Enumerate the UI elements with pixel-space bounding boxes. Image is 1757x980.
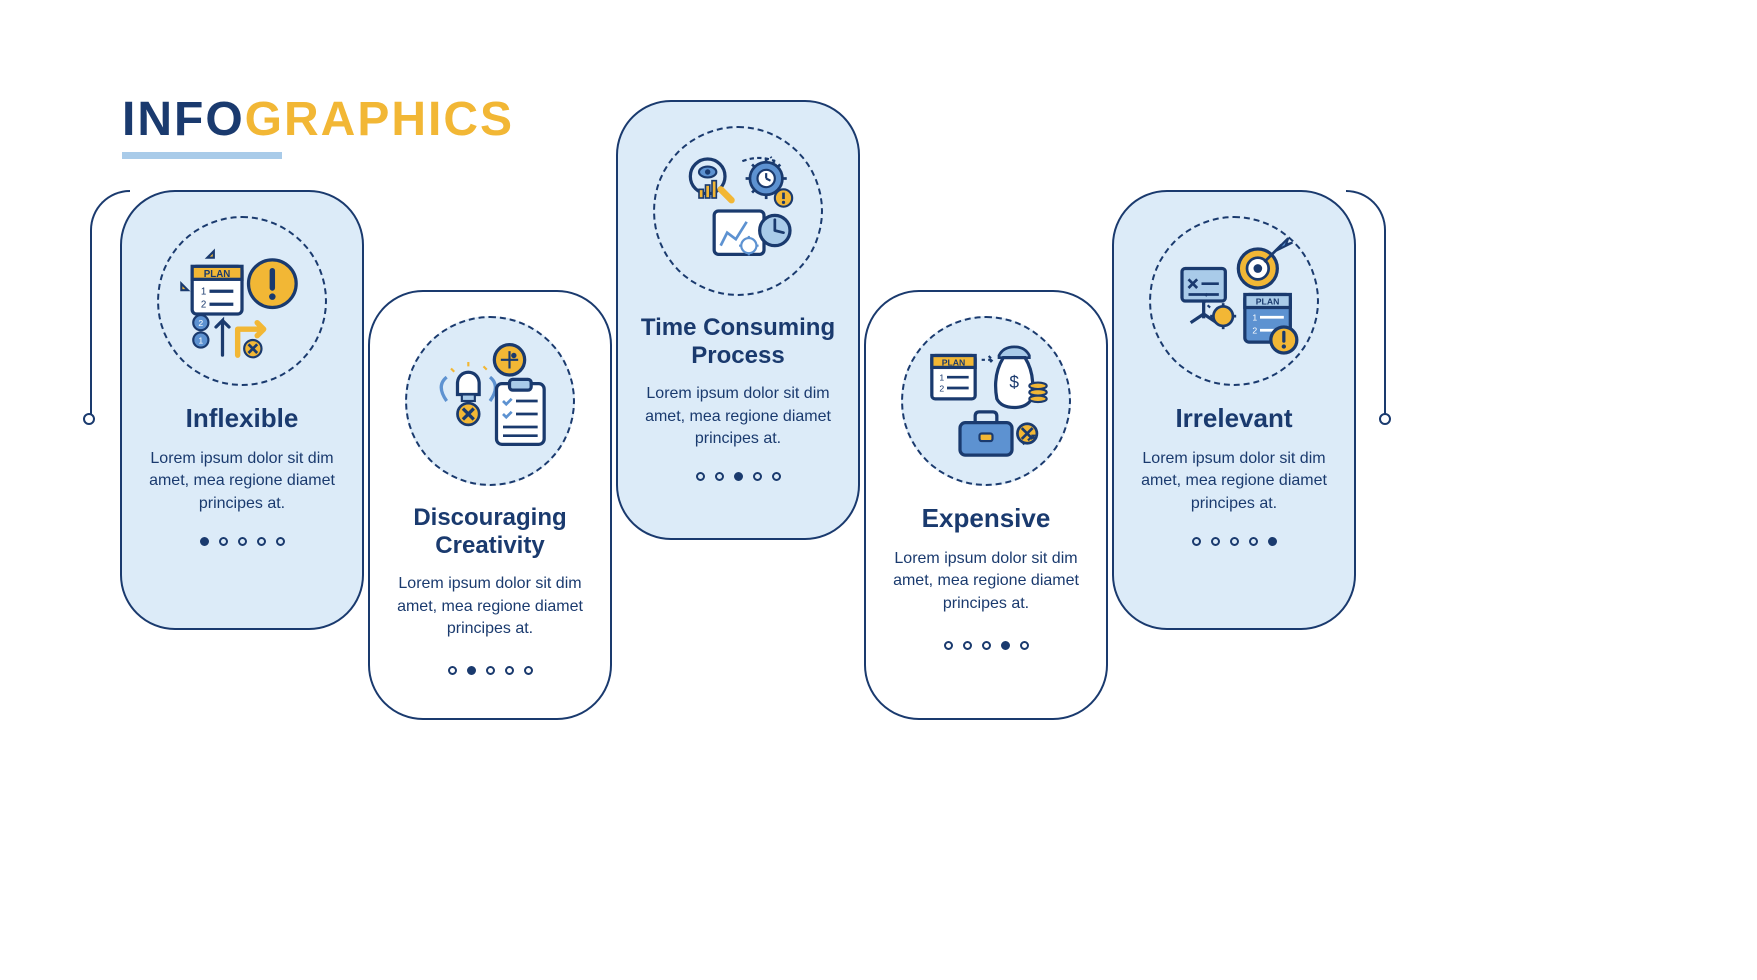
pager-dot [1020,641,1029,650]
svg-text:PLAN: PLAN [204,269,231,280]
card-title: Expensive [886,504,1086,534]
pager-dot [1001,641,1010,650]
bulb-clipboard-icon [405,316,575,486]
pager-dot [524,666,533,675]
pager-dot [715,472,724,481]
card-title: Time Consuming Process [638,314,838,369]
card-title: Inflexible [142,404,342,434]
pager-dot [1268,537,1277,546]
pager-dot [276,537,285,546]
pager-dot [944,641,953,650]
pager-dot [486,666,495,675]
target-plan-icon: PLAN 1 2 [1149,216,1319,386]
svg-text:2: 2 [201,300,206,311]
title-part-1: INFO [122,93,245,146]
svg-text:2: 2 [198,318,203,328]
magnify-gear-clock-icon [653,126,823,296]
connector-ring [1379,413,1391,425]
pager-dot [200,537,209,546]
pager-dots [390,666,590,675]
page-title: INFOGRAPHICS [122,92,514,147]
pager-dot [1192,537,1201,546]
pager-dot [982,641,991,650]
pager-dot [238,537,247,546]
svg-text:$: $ [1009,372,1019,392]
pager-dot [467,666,476,675]
card-body: Lorem ipsum dolor sit dim amet, mea regi… [142,448,342,515]
pager-dot [448,666,457,675]
plan-warning-icon: PLAN 1 2 1 2 [157,216,327,386]
svg-text:PLAN: PLAN [942,357,966,367]
pager-dot [753,472,762,481]
svg-text:1: 1 [201,287,206,298]
svg-text:2: 2 [939,383,944,393]
pager-dot [219,537,228,546]
svg-text:2: 2 [1252,326,1257,336]
pager-dot [963,641,972,650]
card-expensive: PLAN 1 2 $ Expensive Lorem ipsum dolor si… [864,290,1108,720]
svg-text:1: 1 [198,335,203,345]
pager-dots [638,472,838,481]
svg-text:PLAN: PLAN [1256,296,1280,306]
card-title: Irrelevant [1134,404,1334,434]
connector-ring [83,413,95,425]
pager-dot [696,472,705,481]
card-title: Discouraging Creativity [390,504,590,559]
money-briefcase-icon: PLAN 1 2 $ [901,316,1071,486]
pager-dots [886,641,1086,650]
pager-dots [1134,537,1334,546]
pager-dot [505,666,514,675]
card-body: Lorem ipsum dolor sit dim amet, mea regi… [390,573,590,640]
card-body: Lorem ipsum dolor sit dim amet, mea regi… [886,548,1086,615]
connector-arc [90,190,130,420]
title-underline [122,152,282,159]
pager-dot [1249,537,1258,546]
pager-dot [1230,537,1239,546]
svg-text:1: 1 [1252,313,1257,323]
pager-dot [772,472,781,481]
title-part-2: GRAPHICS [245,93,514,146]
card-time-consuming: Time Consuming Process Lorem ipsum dolor … [616,100,860,540]
card-body: Lorem ipsum dolor sit dim amet, mea regi… [1134,448,1334,515]
card-discouraging-creativity: Discouraging Creativity Lorem ipsum dolor… [368,290,612,720]
pager-dot [257,537,266,546]
svg-text:1: 1 [939,372,944,382]
card-inflexible: PLAN 1 2 1 2 Inflexible Lorem ipsum dolor… [120,190,364,630]
pager-dot [734,472,743,481]
card-irrelevant: PLAN 1 2 Irrelevant Lorem ipsum dolor sit… [1112,190,1356,630]
infographic-canvas: INFOGRAPHICS PLAN 1 2 1 2 Inflexible Lore… [0,0,1757,980]
card-body: Lorem ipsum dolor sit dim amet, mea regi… [638,383,838,450]
pager-dots [142,537,342,546]
pager-dot [1211,537,1220,546]
connector-arc [1346,190,1386,420]
